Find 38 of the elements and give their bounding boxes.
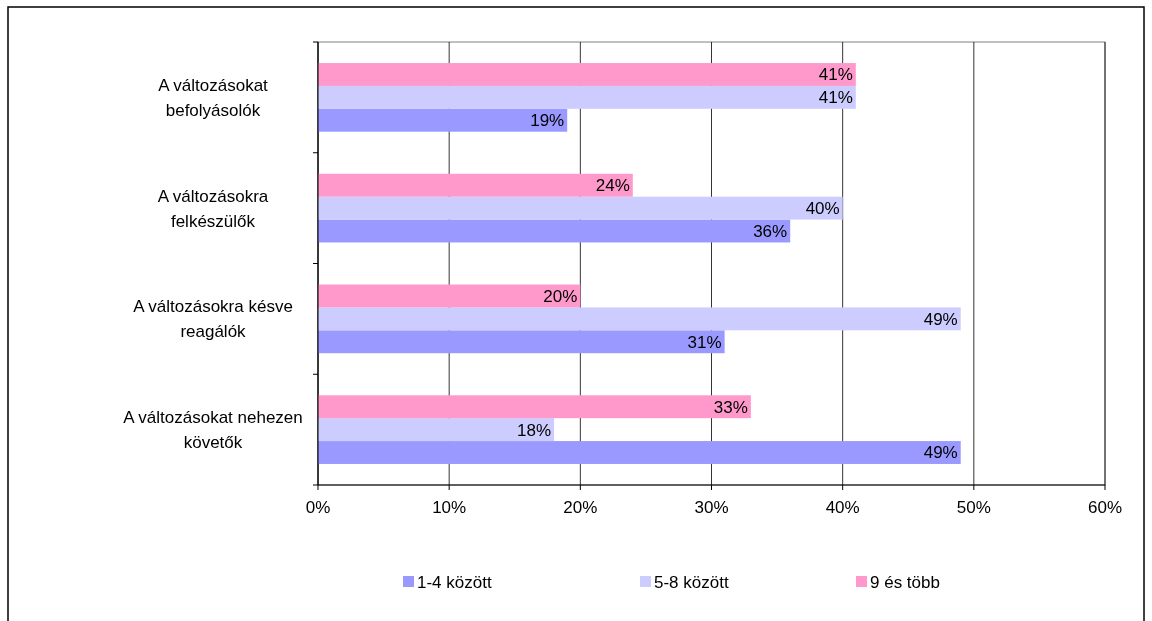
bar bbox=[318, 108, 568, 132]
bar bbox=[318, 173, 633, 197]
data-label: 49% bbox=[923, 443, 958, 463]
data-label: 49% bbox=[923, 309, 958, 329]
data-label: 20% bbox=[543, 286, 578, 306]
data-label: 41% bbox=[818, 65, 853, 85]
data-label: 31% bbox=[687, 332, 722, 352]
data-label: 24% bbox=[595, 176, 630, 196]
y-tick-label: A változásokra késve reagálók bbox=[133, 297, 293, 342]
data-label: 18% bbox=[517, 420, 552, 440]
bar bbox=[318, 63, 856, 86]
y-tick-label: A változásokat befolyásolók bbox=[158, 75, 269, 120]
x-tick-label: 0% bbox=[305, 498, 331, 517]
legend-label: 9 és több bbox=[870, 572, 940, 592]
bar bbox=[318, 441, 961, 464]
legend-label: 1-4 között bbox=[417, 572, 492, 592]
data-label: 40% bbox=[805, 199, 840, 219]
bar bbox=[318, 418, 555, 442]
bar bbox=[318, 395, 751, 419]
y-tick-label: A változásokat nehezen követők bbox=[123, 408, 303, 453]
bar bbox=[318, 196, 843, 220]
data-label: 33% bbox=[713, 397, 748, 417]
x-tick-label: 40% bbox=[825, 498, 860, 517]
bar bbox=[318, 219, 791, 243]
x-tick-label: 20% bbox=[563, 498, 598, 517]
bar bbox=[318, 85, 856, 109]
legend-label: 5-8 között bbox=[654, 572, 729, 592]
bar bbox=[318, 284, 581, 308]
x-tick-label: 60% bbox=[1087, 498, 1123, 517]
x-tick-label: 10% bbox=[432, 498, 467, 517]
data-label: 19% bbox=[530, 111, 565, 131]
data-label: 41% bbox=[818, 88, 853, 108]
x-tick-label: 50% bbox=[956, 498, 991, 517]
bar bbox=[318, 307, 961, 331]
x-tick-label: 30% bbox=[694, 498, 729, 517]
data-label: 36% bbox=[753, 221, 788, 241]
y-tick-label: A változásokra felkészülők bbox=[157, 186, 269, 231]
bar bbox=[318, 330, 725, 354]
